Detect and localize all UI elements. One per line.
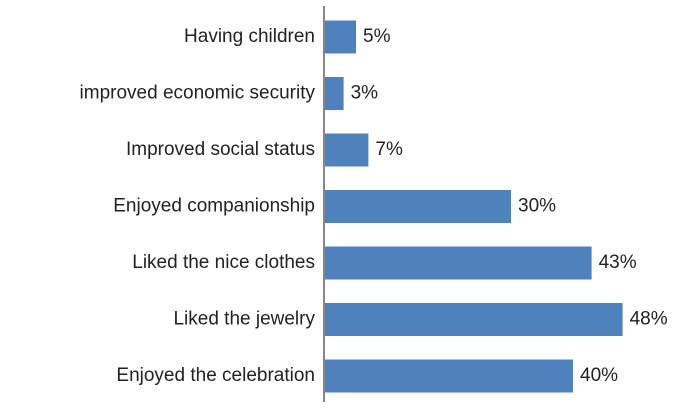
bar-3 <box>325 190 511 223</box>
value-label-2: 7% <box>375 139 403 160</box>
bars-layer <box>325 20 623 393</box>
value-label-4: 43% <box>599 252 637 273</box>
bar-2 <box>325 133 369 167</box>
bar-6 <box>325 359 573 393</box>
category-label-6: Enjoyed the celebration <box>116 365 315 386</box>
category-label-1: improved economic security <box>80 83 316 104</box>
bar-1 <box>325 77 344 110</box>
value-label-3: 30% <box>518 196 556 217</box>
category-label-0: Having children <box>184 26 315 47</box>
category-label-4: Liked the nice clothes <box>132 252 315 273</box>
value-labels-layer: 5% 3% 7% 30% 43% 48% 40% <box>351 26 668 386</box>
value-label-0: 5% <box>363 26 391 47</box>
value-label-5: 48% <box>630 309 668 330</box>
category-label-2: Improved social status <box>126 139 315 160</box>
category-label-5: Liked the jewelry <box>173 309 315 330</box>
category-label-3: Enjoyed companionship <box>113 196 315 217</box>
value-label-1: 3% <box>351 83 379 104</box>
bar-4 <box>325 246 592 280</box>
bar-5 <box>325 303 623 336</box>
value-label-6: 40% <box>580 365 618 386</box>
category-labels-layer: Having children improved economic securit… <box>80 26 316 386</box>
bar-0 <box>325 20 356 54</box>
